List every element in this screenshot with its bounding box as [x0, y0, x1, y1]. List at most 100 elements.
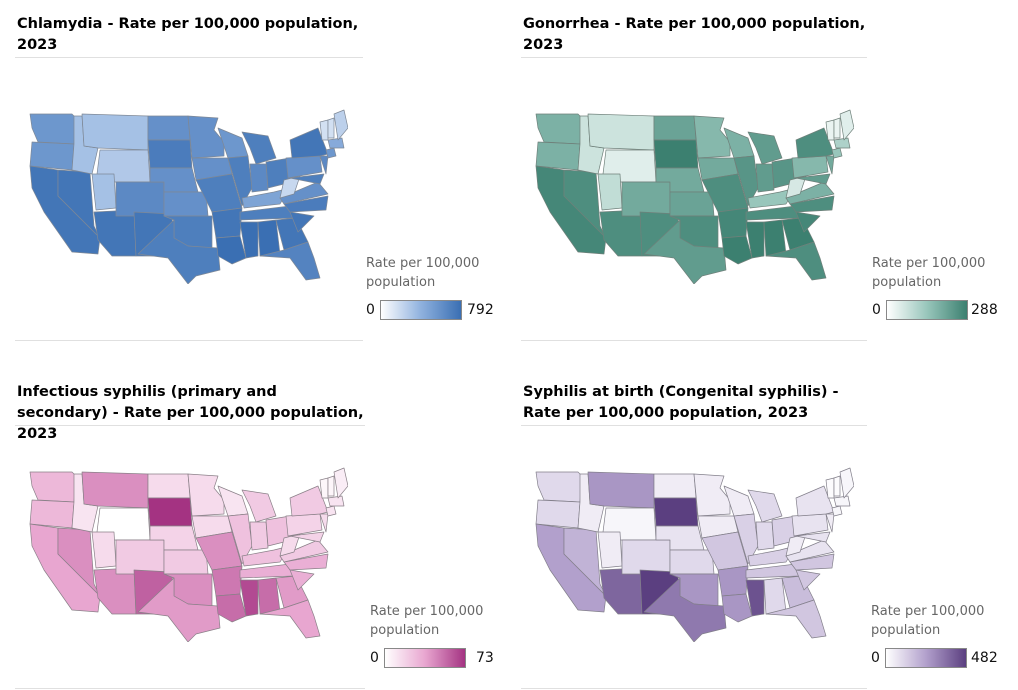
state-nd[interactable]	[147, 473, 191, 499]
state-or[interactable]	[29, 499, 75, 529]
state-tx[interactable]	[643, 219, 727, 284]
state-ma[interactable]	[833, 495, 851, 507]
state-mi[interactable]	[747, 131, 783, 165]
state-ks[interactable]	[163, 191, 209, 217]
state-ks[interactable]	[669, 191, 715, 217]
state-ms[interactable]	[239, 579, 259, 617]
state-ks[interactable]	[669, 549, 715, 575]
state-al[interactable]	[257, 219, 281, 257]
state-wa[interactable]	[29, 113, 77, 145]
state-ma[interactable]	[327, 137, 345, 149]
state-ct[interactable]	[831, 505, 843, 517]
state-ar[interactable]	[211, 207, 243, 239]
state-ut[interactable]	[597, 531, 623, 569]
state-fl[interactable]	[765, 599, 827, 639]
state-fl[interactable]	[259, 599, 321, 639]
state-ny[interactable]	[289, 127, 329, 159]
state-me[interactable]	[839, 109, 854, 141]
state-me[interactable]	[333, 109, 348, 141]
state-md[interactable]	[795, 173, 831, 185]
state-mt[interactable]	[81, 471, 149, 509]
state-nj[interactable]	[319, 513, 329, 533]
state-va[interactable]	[279, 181, 329, 205]
state-nj[interactable]	[825, 513, 835, 533]
state-mt[interactable]	[587, 471, 655, 509]
state-sc[interactable]	[795, 211, 821, 233]
state-in[interactable]	[249, 163, 269, 193]
state-ma[interactable]	[833, 137, 851, 149]
state-co[interactable]	[115, 539, 165, 575]
state-or[interactable]	[535, 141, 581, 171]
state-tx[interactable]	[137, 577, 221, 642]
state-ct[interactable]	[831, 147, 843, 159]
state-mt[interactable]	[587, 113, 655, 151]
state-nd[interactable]	[653, 473, 697, 499]
state-tx[interactable]	[137, 219, 221, 284]
state-sc[interactable]	[289, 211, 315, 233]
state-nd[interactable]	[653, 115, 697, 141]
state-mn[interactable]	[693, 115, 731, 159]
state-in[interactable]	[249, 521, 269, 551]
state-nj[interactable]	[319, 155, 329, 175]
state-sd[interactable]	[653, 497, 699, 527]
state-or[interactable]	[29, 141, 75, 171]
state-ar[interactable]	[717, 207, 749, 239]
state-la[interactable]	[215, 593, 247, 623]
state-nc[interactable]	[283, 195, 329, 213]
state-nj[interactable]	[825, 155, 835, 175]
state-nh[interactable]	[833, 475, 841, 497]
state-va[interactable]	[785, 181, 835, 205]
state-ny[interactable]	[289, 485, 329, 517]
state-az[interactable]	[93, 567, 137, 615]
state-nc[interactable]	[789, 553, 835, 571]
us-choropleth-map[interactable]	[534, 108, 854, 284]
state-az[interactable]	[599, 567, 643, 615]
state-or[interactable]	[535, 499, 581, 529]
state-mi[interactable]	[241, 131, 277, 165]
state-tn[interactable]	[239, 205, 295, 221]
state-nc[interactable]	[283, 553, 329, 571]
state-fl[interactable]	[765, 241, 827, 281]
state-ct[interactable]	[325, 147, 337, 159]
state-me[interactable]	[333, 467, 348, 499]
state-ms[interactable]	[745, 579, 765, 617]
state-mt[interactable]	[81, 113, 149, 151]
state-nh[interactable]	[833, 117, 841, 139]
state-mn[interactable]	[187, 115, 225, 159]
state-tn[interactable]	[745, 563, 801, 579]
state-me[interactable]	[839, 467, 854, 499]
state-al[interactable]	[763, 219, 787, 257]
state-vt[interactable]	[825, 119, 835, 141]
state-mn[interactable]	[187, 473, 225, 517]
state-la[interactable]	[721, 593, 753, 623]
state-md[interactable]	[795, 531, 831, 543]
state-ks[interactable]	[163, 549, 209, 575]
state-al[interactable]	[763, 577, 787, 615]
state-wa[interactable]	[29, 471, 77, 503]
state-va[interactable]	[785, 539, 835, 563]
state-vt[interactable]	[825, 477, 835, 499]
state-ct[interactable]	[325, 505, 337, 517]
state-ny[interactable]	[795, 485, 835, 517]
state-vt[interactable]	[319, 119, 329, 141]
state-fl[interactable]	[259, 241, 321, 281]
state-nd[interactable]	[147, 115, 191, 141]
us-choropleth-map[interactable]	[28, 108, 348, 284]
state-ut[interactable]	[91, 531, 117, 569]
state-co[interactable]	[621, 539, 671, 575]
state-sc[interactable]	[289, 569, 315, 591]
state-la[interactable]	[721, 235, 753, 265]
state-md[interactable]	[289, 531, 325, 543]
state-sd[interactable]	[653, 139, 699, 169]
state-tx[interactable]	[643, 577, 727, 642]
state-az[interactable]	[93, 209, 137, 257]
state-sd[interactable]	[147, 497, 193, 527]
state-tn[interactable]	[745, 205, 801, 221]
state-mi[interactable]	[241, 489, 277, 523]
state-mn[interactable]	[693, 473, 731, 517]
state-in[interactable]	[755, 521, 775, 551]
state-sd[interactable]	[147, 139, 193, 169]
state-sc[interactable]	[795, 569, 821, 591]
us-choropleth-map[interactable]	[28, 466, 348, 642]
us-choropleth-map[interactable]	[534, 466, 854, 642]
